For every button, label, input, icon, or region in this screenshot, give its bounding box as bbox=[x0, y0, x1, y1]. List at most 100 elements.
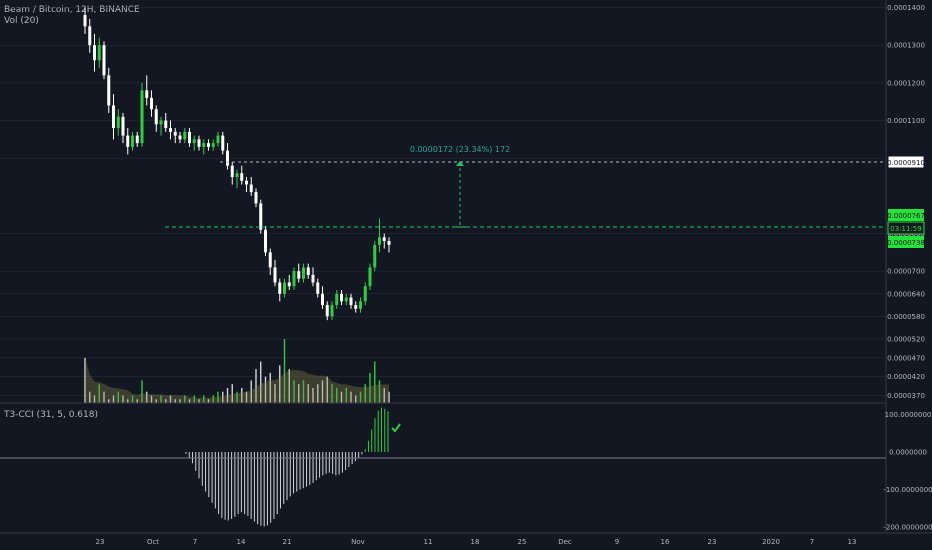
cci-pane bbox=[185, 407, 389, 527]
candle-body bbox=[221, 135, 225, 151]
candle-body bbox=[178, 135, 182, 140]
price-tick-label: 0.0000640 bbox=[887, 290, 925, 298]
candle-body bbox=[249, 184, 253, 193]
candle-body bbox=[283, 282, 286, 294]
candle-body bbox=[306, 267, 310, 275]
candle-body bbox=[245, 180, 248, 185]
price-pane bbox=[83, 7, 391, 321]
time-axis[interactable]: 23 Oct 7 14 21 Nov 11 18 25 Dec 9 16 23 2020 7 13 bbox=[96, 538, 857, 546]
price-tick-label: 0.0000420 bbox=[887, 373, 925, 381]
candle-body bbox=[112, 105, 115, 129]
time-tick-label: 14 bbox=[237, 538, 246, 546]
candle-body bbox=[126, 135, 130, 147]
price-tick-label: 0.0000700 bbox=[887, 268, 925, 276]
time-tick-label: 23 bbox=[708, 538, 717, 546]
candle-body bbox=[344, 297, 348, 302]
candle-body bbox=[116, 116, 120, 129]
time-tick-label: 16 bbox=[661, 538, 670, 546]
candle-body bbox=[188, 131, 191, 144]
candle-body bbox=[363, 286, 367, 302]
candle-body bbox=[297, 271, 301, 279]
candle-body bbox=[373, 244, 377, 268]
candle-body bbox=[259, 203, 263, 230]
candle-body bbox=[159, 120, 163, 125]
cci-tick-label: 100.0000000 bbox=[885, 411, 932, 419]
price-tag-measure-base: 0.0000738 bbox=[887, 236, 925, 248]
time-tick-label: Oct bbox=[147, 538, 159, 546]
candle-body bbox=[359, 301, 362, 309]
cci-legend[interactable]: T3-CCI (31, 5, 0.618) bbox=[4, 410, 98, 420]
candle-body bbox=[302, 267, 305, 279]
candle-body bbox=[340, 293, 343, 302]
candle-body bbox=[349, 297, 353, 306]
candle-body bbox=[83, 15, 87, 27]
candle-body bbox=[330, 305, 334, 317]
countdown-label: 03:11:59 bbox=[890, 225, 921, 233]
candle-body bbox=[131, 135, 134, 147]
price-tick-label: 0.0001300 bbox=[887, 42, 925, 50]
price-tag-last-label: 0.0000767 bbox=[887, 212, 925, 220]
candle-body bbox=[387, 241, 391, 245]
time-tick-label: Dec bbox=[558, 538, 572, 546]
candle-body bbox=[93, 45, 96, 61]
cci-axis[interactable]: 100.0000000 0.0000000 -100.0000000 -200.000… bbox=[883, 411, 932, 532]
price-tick-label: 0.0001400 bbox=[887, 4, 925, 12]
volume-legend[interactable]: Vol (20) bbox=[4, 16, 39, 26]
price-tick-label: 0.0001100 bbox=[887, 117, 925, 125]
time-tick-label: 2020 bbox=[762, 538, 780, 546]
cci-tick-label: -200.0000000 bbox=[883, 524, 932, 532]
candle-body bbox=[88, 26, 92, 46]
candle-body bbox=[268, 252, 272, 268]
time-tick-label: 21 bbox=[283, 538, 292, 546]
time-tick-label: 23 bbox=[96, 538, 105, 546]
candle-body bbox=[102, 45, 106, 76]
measure-tool[interactable]: 0.0000172 (23.34%) 172 bbox=[165, 145, 886, 228]
candle-body bbox=[230, 165, 234, 178]
price-tag-measure-top: 0.0000910 bbox=[887, 155, 925, 169]
cci-tick-label: 0.0000000 bbox=[889, 449, 927, 457]
candle-body bbox=[107, 75, 111, 106]
candle-body bbox=[150, 97, 153, 110]
candle-body bbox=[287, 282, 291, 287]
candle-body bbox=[278, 282, 282, 294]
candle-body bbox=[97, 45, 101, 61]
time-tick-label: 9 bbox=[615, 538, 619, 546]
candle-body bbox=[140, 90, 144, 144]
candle-body bbox=[368, 267, 372, 287]
candle-body bbox=[316, 282, 320, 294]
candle-body bbox=[354, 305, 358, 309]
candle-body bbox=[321, 293, 324, 306]
candle-body bbox=[382, 237, 386, 242]
candle-body bbox=[292, 271, 296, 287]
chart-grid bbox=[0, 7, 886, 396]
price-tick-label: 0.0000520 bbox=[887, 335, 925, 343]
price-tag-last: 0.0000767 bbox=[887, 209, 925, 221]
candle-body bbox=[202, 143, 206, 147]
symbol-title[interactable]: Beam / Bitcoin, 12H, BINANCE bbox=[4, 5, 140, 15]
candle-body bbox=[264, 229, 267, 253]
candle-body bbox=[226, 150, 229, 166]
candle-body bbox=[273, 267, 277, 283]
candle-body bbox=[254, 192, 258, 204]
price-tag-measure-top-label: 0.0000910 bbox=[887, 159, 925, 167]
candle-body bbox=[164, 120, 168, 129]
time-tick-label: 7 bbox=[810, 538, 814, 546]
candle-body bbox=[311, 274, 315, 283]
time-tick-label: 18 bbox=[471, 538, 480, 546]
candle-body bbox=[335, 293, 339, 306]
price-tick-label: 0.0000580 bbox=[887, 313, 925, 321]
candle-body bbox=[235, 173, 239, 178]
candle-body bbox=[240, 173, 244, 181]
candle-body bbox=[183, 131, 187, 140]
candle-body bbox=[325, 305, 329, 317]
candle-body bbox=[169, 128, 172, 132]
price-tag-measure-base-label: 0.0000738 bbox=[887, 239, 925, 247]
time-tick-label: 7 bbox=[193, 538, 197, 546]
measure-arrow-icon bbox=[456, 161, 464, 166]
volume-ma-area bbox=[85, 357, 389, 403]
chart-legend: Beam / Bitcoin, 12H, BINANCE Vol (20) bbox=[4, 5, 140, 27]
candle-body bbox=[207, 143, 210, 147]
countdown-tag: 03:11:59 bbox=[887, 221, 925, 235]
